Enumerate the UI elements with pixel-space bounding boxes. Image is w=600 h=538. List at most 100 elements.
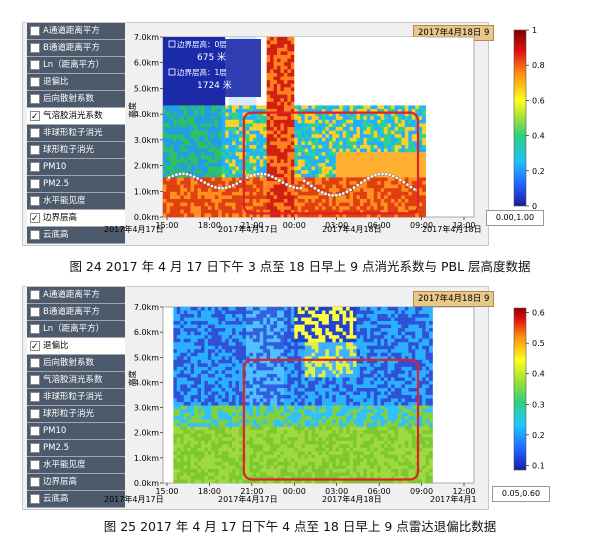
sidebar-item[interactable]: 后向散射系数	[27, 91, 125, 108]
checkbox-icon[interactable]	[30, 60, 40, 70]
date-label-left-2: 2017年4月17日	[104, 495, 164, 504]
range-input-1[interactable]: 0.00,1.00	[486, 210, 544, 226]
legend-text: 1724 米	[197, 79, 232, 91]
sidebar-item-label: 边界层高	[43, 477, 78, 487]
y-axis-label: 高度	[127, 102, 137, 118]
sidebar-item-label: 非球形粒子消光	[43, 392, 103, 402]
sidebar-item[interactable]: 退偏比	[27, 338, 125, 355]
sidebar-item[interactable]: PM2.5	[27, 440, 125, 457]
sidebar-item-label: B通道距离平方	[43, 307, 100, 317]
checkbox-icon[interactable]	[30, 307, 40, 317]
sidebar-item-label: 云底高	[43, 230, 69, 240]
sidebar-item[interactable]: 气溶胶消光系数	[27, 108, 125, 125]
sidebar-item-label: 边界层高	[43, 213, 78, 223]
sidebar-item[interactable]: 水平能见度	[27, 457, 125, 474]
checkbox-icon[interactable]	[30, 392, 40, 402]
y-tick-label: 5.0km	[134, 84, 159, 93]
sidebar-item-label: 后向散射系数	[43, 358, 95, 368]
checkbox-icon[interactable]	[30, 477, 40, 487]
date-tab-2[interactable]: 2017年4月18日 9	[413, 291, 495, 307]
figure-caption-25: 图 25 2017 年 4 月 17 日下午 4 点至 18 日早上 9 点雷达…	[103, 519, 497, 534]
sidebar-item[interactable]: 球形粒子消光	[27, 406, 125, 423]
checkbox-icon[interactable]	[30, 179, 40, 189]
sidebar-item[interactable]: 云底高	[27, 491, 125, 508]
colorbar-tick-label: 0.6	[532, 309, 545, 318]
x-tick-label: 09:00	[410, 221, 433, 230]
sidebar-item[interactable]: PM2.5	[27, 176, 125, 193]
checkbox-icon[interactable]	[30, 77, 40, 87]
sidebar-item[interactable]: PM10	[27, 159, 125, 176]
sidebar-item[interactable]: Ln（距离平方）	[27, 57, 125, 74]
sidebar-item[interactable]: Ln（距离平方）	[27, 321, 125, 338]
sidebar-item[interactable]: B通道距离平方	[27, 304, 125, 321]
sidebar-item[interactable]: A通道距离平方	[27, 287, 125, 304]
y-tick-label: 7.0km	[134, 33, 159, 42]
sidebar-item[interactable]: 云底高	[27, 227, 125, 244]
colorbar-tick-label: 0.6	[532, 96, 545, 105]
y-tick-label: 6.0km	[134, 328, 159, 337]
checkbox-icon[interactable]	[30, 162, 40, 172]
checkbox-icon[interactable]	[30, 26, 40, 36]
colorbar-tick-label: 0.8	[532, 61, 545, 70]
checkbox-icon[interactable]	[30, 290, 40, 300]
date-label-mid2-2: 2017年4月18日	[322, 495, 382, 504]
sidebar-item[interactable]: 气溶胶消光系数	[27, 372, 125, 389]
checked-checkbox-icon[interactable]	[30, 109, 40, 124]
checkbox-icon[interactable]	[30, 443, 40, 453]
product-sidebar-2: A通道距离平方 B通道距离平方 Ln（距离平方） 退偏比后向散射系数气溶胶消光系数非球…	[27, 287, 125, 508]
sidebar-item[interactable]: B通道距离平方	[27, 40, 125, 57]
highlight-box	[242, 358, 420, 481]
checkbox-icon[interactable]	[30, 145, 40, 155]
checkbox-icon[interactable]	[30, 426, 40, 436]
sidebar-item[interactable]: 边界层高	[27, 210, 125, 227]
x-tick-label: 18:00	[198, 487, 221, 496]
checkbox-icon[interactable]	[30, 375, 40, 385]
checkbox-icon[interactable]	[30, 128, 40, 138]
sidebar-item-label: 退偏比	[43, 341, 69, 351]
colorbar-2: 0.1 0.2 0.3 0.4 0.5 0.6	[488, 300, 558, 480]
y-axis-label: 高度	[127, 370, 137, 386]
y-tick-label: 1.0km	[134, 187, 159, 196]
date-label-mid1-2: 2017年4月17日	[218, 495, 278, 504]
colorbar-tick-label: 0.4	[532, 370, 545, 379]
sidebar-item[interactable]: 退偏比	[27, 74, 125, 91]
sidebar-item-label: 退偏比	[43, 77, 69, 87]
sidebar-item-label: 球形粒子消光	[43, 145, 95, 155]
x-tick-label: 06:00	[368, 221, 391, 230]
sidebar-item-label: A通道距离平方	[43, 290, 100, 300]
x-tick-label: 12:00	[452, 221, 475, 230]
date-label-right-1: 2017年4月18日	[422, 225, 482, 234]
x-tick-label: 03:00	[325, 487, 348, 496]
checkbox-icon[interactable]	[30, 43, 40, 53]
checkbox-icon[interactable]	[30, 409, 40, 419]
checkbox-icon[interactable]	[30, 324, 40, 334]
sidebar-item[interactable]: PM10	[27, 423, 125, 440]
checkbox-icon[interactable]	[30, 196, 40, 206]
sidebar-item-label: Ln（距离平方）	[43, 60, 105, 70]
sidebar-item[interactable]: 边界层高	[27, 474, 125, 491]
x-tick-label: 00:00	[283, 221, 306, 230]
sidebar-item[interactable]: 球形粒子消光	[27, 142, 125, 159]
checked-checkbox-icon[interactable]	[30, 339, 40, 354]
checkbox-icon[interactable]	[30, 230, 40, 240]
checkbox-icon[interactable]	[30, 94, 40, 104]
range-input-2[interactable]: 0.05,0.60	[492, 486, 550, 502]
sidebar-item-label: PM10	[43, 426, 67, 436]
sidebar-item[interactable]: 水平能见度	[27, 193, 125, 210]
checked-checkbox-icon[interactable]	[30, 211, 40, 226]
colorbar-tick-label: 0.2	[532, 167, 545, 176]
y-tick-label: 7.0km	[134, 303, 159, 312]
sidebar-item[interactable]: A通道距离平方	[27, 23, 125, 40]
checkbox-icon[interactable]	[30, 358, 40, 368]
x-tick-label: 09:00	[410, 487, 433, 496]
sidebar-item[interactable]: 非球形粒子消光	[27, 125, 125, 142]
colorbar-tick-label: 0.2	[532, 431, 545, 440]
checkbox-icon[interactable]	[30, 494, 40, 504]
sidebar-item-label: 水平能见度	[43, 196, 86, 206]
checkbox-icon[interactable]	[30, 460, 40, 470]
colorbar-tick-label: 1	[532, 26, 537, 35]
sidebar-item[interactable]: 后向散射系数	[27, 355, 125, 372]
sidebar-item-label: 非球形粒子消光	[43, 128, 103, 138]
sidebar-item[interactable]: 非球形粒子消光	[27, 389, 125, 406]
sidebar-item-label: Ln（距离平方）	[43, 324, 105, 334]
